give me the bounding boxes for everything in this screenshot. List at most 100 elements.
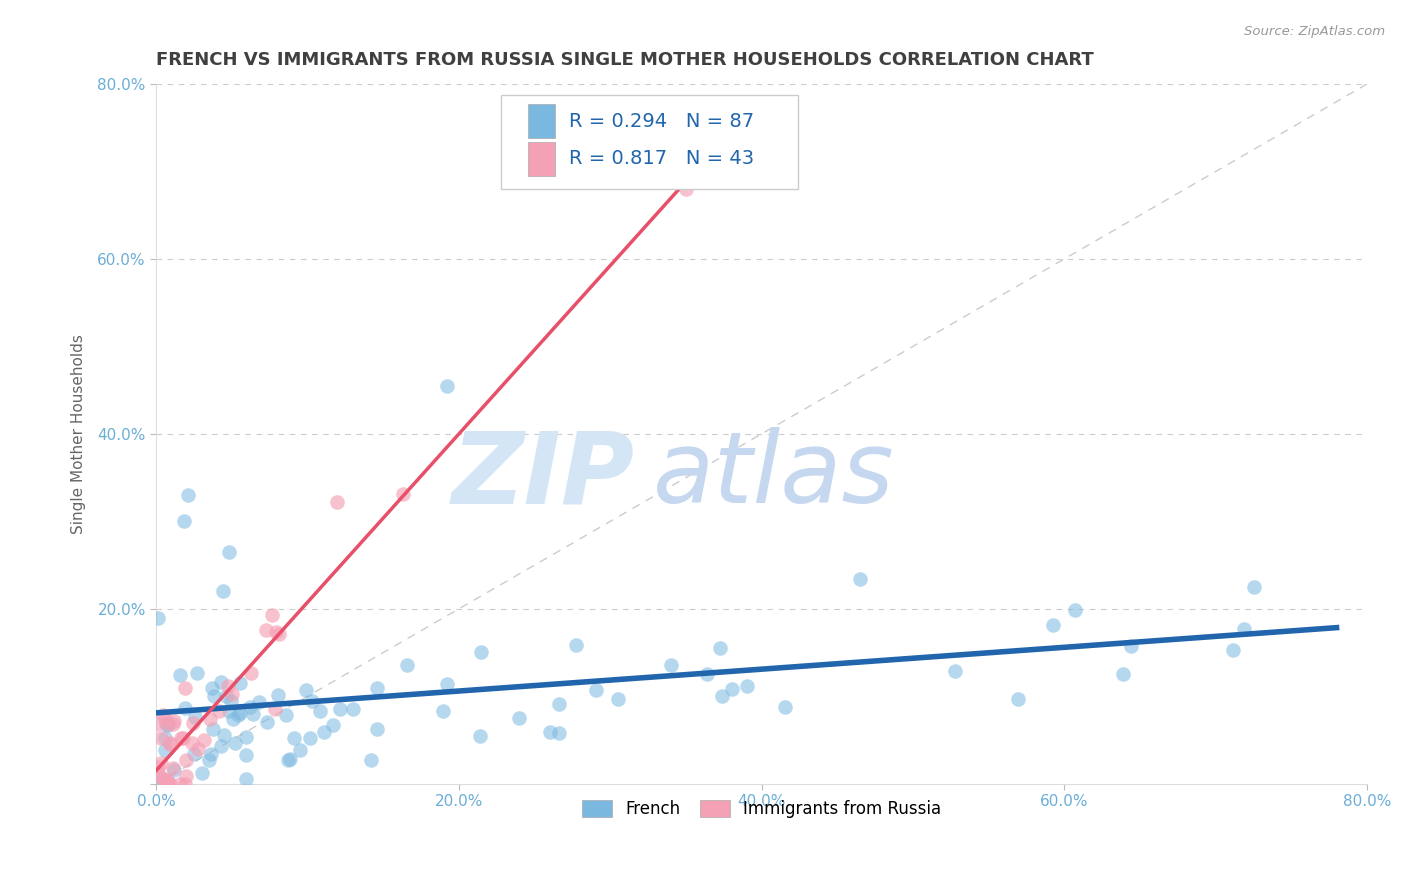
Point	[174, 769, 197, 783]
Point	[308, 704, 330, 718]
Point	[200, 747, 222, 761]
Point	[201, 722, 224, 736]
Point	[229, 676, 252, 690]
Point	[224, 736, 246, 750]
Y-axis label: Single Mother Households: Single Mother Households	[72, 334, 86, 534]
Point	[607, 692, 630, 706]
Point	[212, 728, 235, 742]
Point	[207, 704, 229, 718]
Text: FRENCH VS IMMIGRANTS FROM RUSSIA SINGLE MOTHER HOUSEHOLDS CORRELATION CHART: FRENCH VS IMMIGRANTS FROM RUSSIA SINGLE …	[156, 51, 1094, 69]
Point	[1243, 580, 1265, 594]
Point	[235, 747, 257, 762]
Point	[159, 736, 181, 750]
Point	[221, 687, 243, 701]
Point	[585, 682, 607, 697]
Point	[169, 777, 191, 791]
FancyBboxPatch shape	[527, 104, 554, 138]
Point	[146, 760, 169, 774]
Point	[173, 681, 195, 696]
Point	[264, 624, 287, 639]
Point	[155, 731, 177, 746]
Point	[159, 777, 181, 791]
Point	[548, 726, 571, 740]
Point	[267, 688, 290, 702]
Point	[184, 710, 207, 724]
Point	[675, 182, 697, 196]
Point	[200, 712, 222, 726]
Text: atlas: atlas	[652, 427, 894, 524]
Text: ZIP: ZIP	[451, 427, 634, 524]
Point	[146, 610, 169, 624]
Point	[295, 682, 318, 697]
Point	[290, 743, 312, 757]
Point	[470, 729, 492, 743]
Point	[215, 690, 238, 704]
Point	[146, 716, 169, 731]
Point	[366, 722, 388, 736]
Point	[155, 716, 177, 731]
Point	[218, 704, 240, 718]
Point	[278, 752, 301, 766]
Point	[661, 657, 683, 672]
Point	[221, 712, 243, 726]
Point	[177, 488, 200, 502]
Point	[470, 645, 492, 659]
Point	[256, 715, 278, 730]
Point	[260, 608, 283, 623]
Point	[322, 718, 344, 732]
Point	[239, 665, 262, 680]
Point	[1233, 622, 1256, 636]
Point	[299, 731, 322, 746]
Point	[301, 694, 323, 708]
Point	[159, 737, 181, 751]
Point	[264, 702, 287, 716]
Point	[162, 717, 184, 731]
Point	[198, 753, 221, 767]
Point	[156, 717, 179, 731]
Point	[696, 667, 718, 681]
FancyBboxPatch shape	[527, 142, 554, 176]
Point	[274, 708, 297, 723]
Point	[162, 763, 184, 777]
Point	[342, 702, 364, 716]
Point	[325, 495, 347, 509]
Point	[172, 731, 194, 745]
Point	[1064, 603, 1087, 617]
Point	[277, 753, 299, 767]
Point	[174, 701, 197, 715]
Point	[1042, 617, 1064, 632]
Point	[709, 640, 731, 655]
Point	[564, 638, 586, 652]
Point	[239, 699, 262, 714]
Point	[169, 667, 191, 681]
Point	[432, 704, 454, 718]
Point	[436, 677, 458, 691]
Point	[149, 731, 172, 745]
Point	[721, 682, 744, 697]
Point	[235, 772, 257, 787]
Legend: French, Immigrants from Russia: French, Immigrants from Russia	[575, 793, 948, 824]
Point	[180, 736, 202, 750]
Point	[183, 747, 205, 762]
Point	[201, 681, 224, 696]
Point	[396, 657, 419, 672]
Point	[314, 725, 336, 739]
Point	[1007, 691, 1029, 706]
Point	[283, 731, 305, 745]
Point	[173, 515, 195, 529]
Point	[174, 777, 197, 791]
Point	[848, 573, 870, 587]
Point	[148, 765, 170, 780]
Point	[191, 765, 214, 780]
Point	[943, 665, 966, 679]
Text: R = 0.817   N = 43: R = 0.817 N = 43	[569, 150, 754, 169]
Point	[735, 679, 758, 693]
FancyBboxPatch shape	[502, 95, 797, 189]
Point	[169, 731, 191, 745]
Point	[217, 680, 239, 694]
Point	[156, 718, 179, 732]
Point	[508, 711, 530, 725]
Point	[254, 624, 277, 638]
Point	[247, 695, 270, 709]
Point	[226, 708, 249, 723]
